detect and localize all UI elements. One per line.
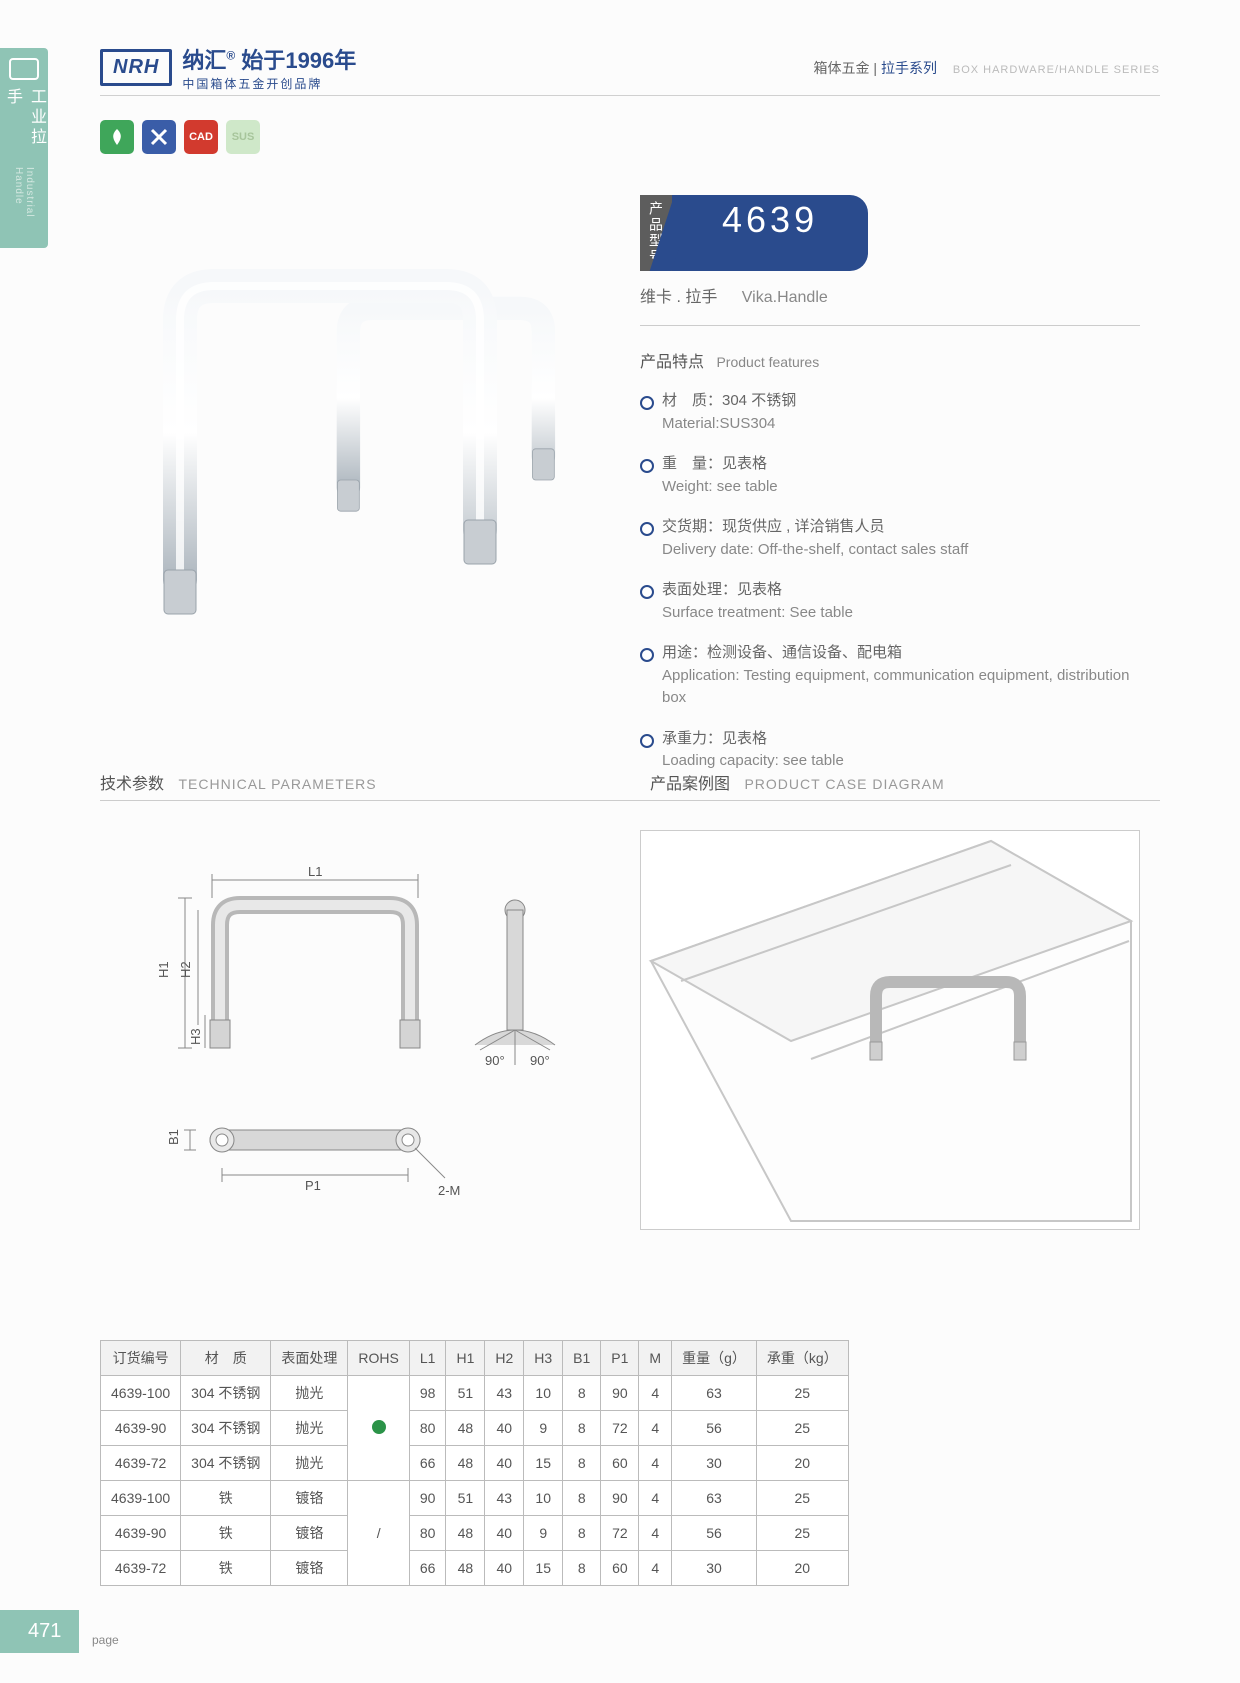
dim-B1: B1 xyxy=(166,1129,181,1145)
feature-item: 材 质：304 不锈钢Material:SUS304 xyxy=(640,390,1140,435)
badge-cad: CAD xyxy=(184,120,218,154)
table-row: 4639-100铁镀铬/9051431089046325 xyxy=(101,1481,849,1516)
table-row: 4639-72304 不锈钢抛光6648401586043020 xyxy=(101,1446,849,1481)
model-row: 产品型号 4639 xyxy=(640,195,1140,271)
case-diagram xyxy=(640,830,1140,1230)
feature-item: 承重力：见表格Loading capacity: see table xyxy=(640,728,1140,773)
dim-P1: P1 xyxy=(305,1178,321,1193)
technical-diagram: L1 H1 H2 H3 90° 90° B1 P1 2-M xyxy=(130,850,590,1230)
badge-sus: SUS xyxy=(226,120,260,154)
dim-H1: H1 xyxy=(156,961,171,978)
dim-90b: 90° xyxy=(530,1053,550,1068)
feature-item: 重 量：见表格Weight: see table xyxy=(640,453,1140,498)
table-row: 4639-90铁镀铬804840987245625 xyxy=(101,1516,849,1551)
model-number: 4639 xyxy=(672,195,868,271)
side-tab-icon xyxy=(9,58,39,80)
side-tab-en: Industrial Handle xyxy=(13,167,35,248)
features-title: 产品特点 Product features xyxy=(640,348,1140,372)
info-panel: 产品型号 4639 维卡 . 拉手 Vika.Handle 产品特点 Produ… xyxy=(640,195,1140,791)
feature-item: 交货期：现货供应 , 详洽销售人员Delivery date: Off-the-… xyxy=(640,516,1140,561)
feature-item: 表面处理：见表格Surface treatment: See table xyxy=(640,579,1140,624)
table-header-row: 订货编号材 质 表面处理ROHS L1H1 H2H3 B1P1 M重量（g） 承… xyxy=(101,1341,849,1376)
logo: NRH 纳汇® 始于1996年 中国箱体五金开创品牌 xyxy=(100,43,356,92)
product-illustration xyxy=(110,200,590,620)
dim-L1: L1 xyxy=(308,864,322,879)
model-name: 维卡 . 拉手 Vika.Handle xyxy=(640,283,1140,307)
side-tab: 工业拉手 Industrial Handle xyxy=(0,48,48,248)
dim-H2: H2 xyxy=(178,961,193,978)
logo-tagline: 中国箱体五金开创品牌 xyxy=(182,75,356,92)
dim-H3: H3 xyxy=(188,1028,203,1045)
dim-2M: 2-M xyxy=(438,1183,460,1198)
logo-mark: NRH xyxy=(100,49,172,86)
badge-tools xyxy=(142,120,176,154)
mid-titles: 技术参数 TECHNICAL PARAMETERS 产品案例图 PRODUCT … xyxy=(100,770,1160,794)
badge-eco xyxy=(100,120,134,154)
table-row: 4639-90304 不锈钢抛光804840987245625 xyxy=(101,1411,849,1446)
logo-main: 纳汇® 始于1996年 xyxy=(182,43,356,75)
feature-item: 用途：检测设备、通信设备、配电箱Application: Testing equ… xyxy=(640,642,1140,710)
feature-list: 材 质：304 不锈钢Material:SUS304 重 量：见表格Weight… xyxy=(640,390,1140,773)
table-row: 4639-72铁镀铬6648401586043020 xyxy=(101,1551,849,1586)
table-row: 4639-100304 不锈钢抛光9851431089046325 xyxy=(101,1376,849,1411)
page-header: NRH 纳汇® 始于1996年 中国箱体五金开创品牌 箱体五金 | 拉手系列 B… xyxy=(100,40,1160,96)
header-category: 箱体五金 | 拉手系列 BOX HARDWARE/HANDLE SERIES xyxy=(814,58,1160,78)
rohs-dot-icon xyxy=(372,1420,386,1434)
dim-90a: 90° xyxy=(485,1053,505,1068)
page-number: 471 xyxy=(0,1610,79,1653)
side-tab-cn: 工业拉手 xyxy=(0,88,48,159)
badge-row: CAD SUS xyxy=(100,120,260,154)
parameters-table: 订货编号材 质 表面处理ROHS L1H1 H2H3 B1P1 M重量（g） 承… xyxy=(100,1340,849,1586)
page-label: page xyxy=(92,1633,119,1647)
